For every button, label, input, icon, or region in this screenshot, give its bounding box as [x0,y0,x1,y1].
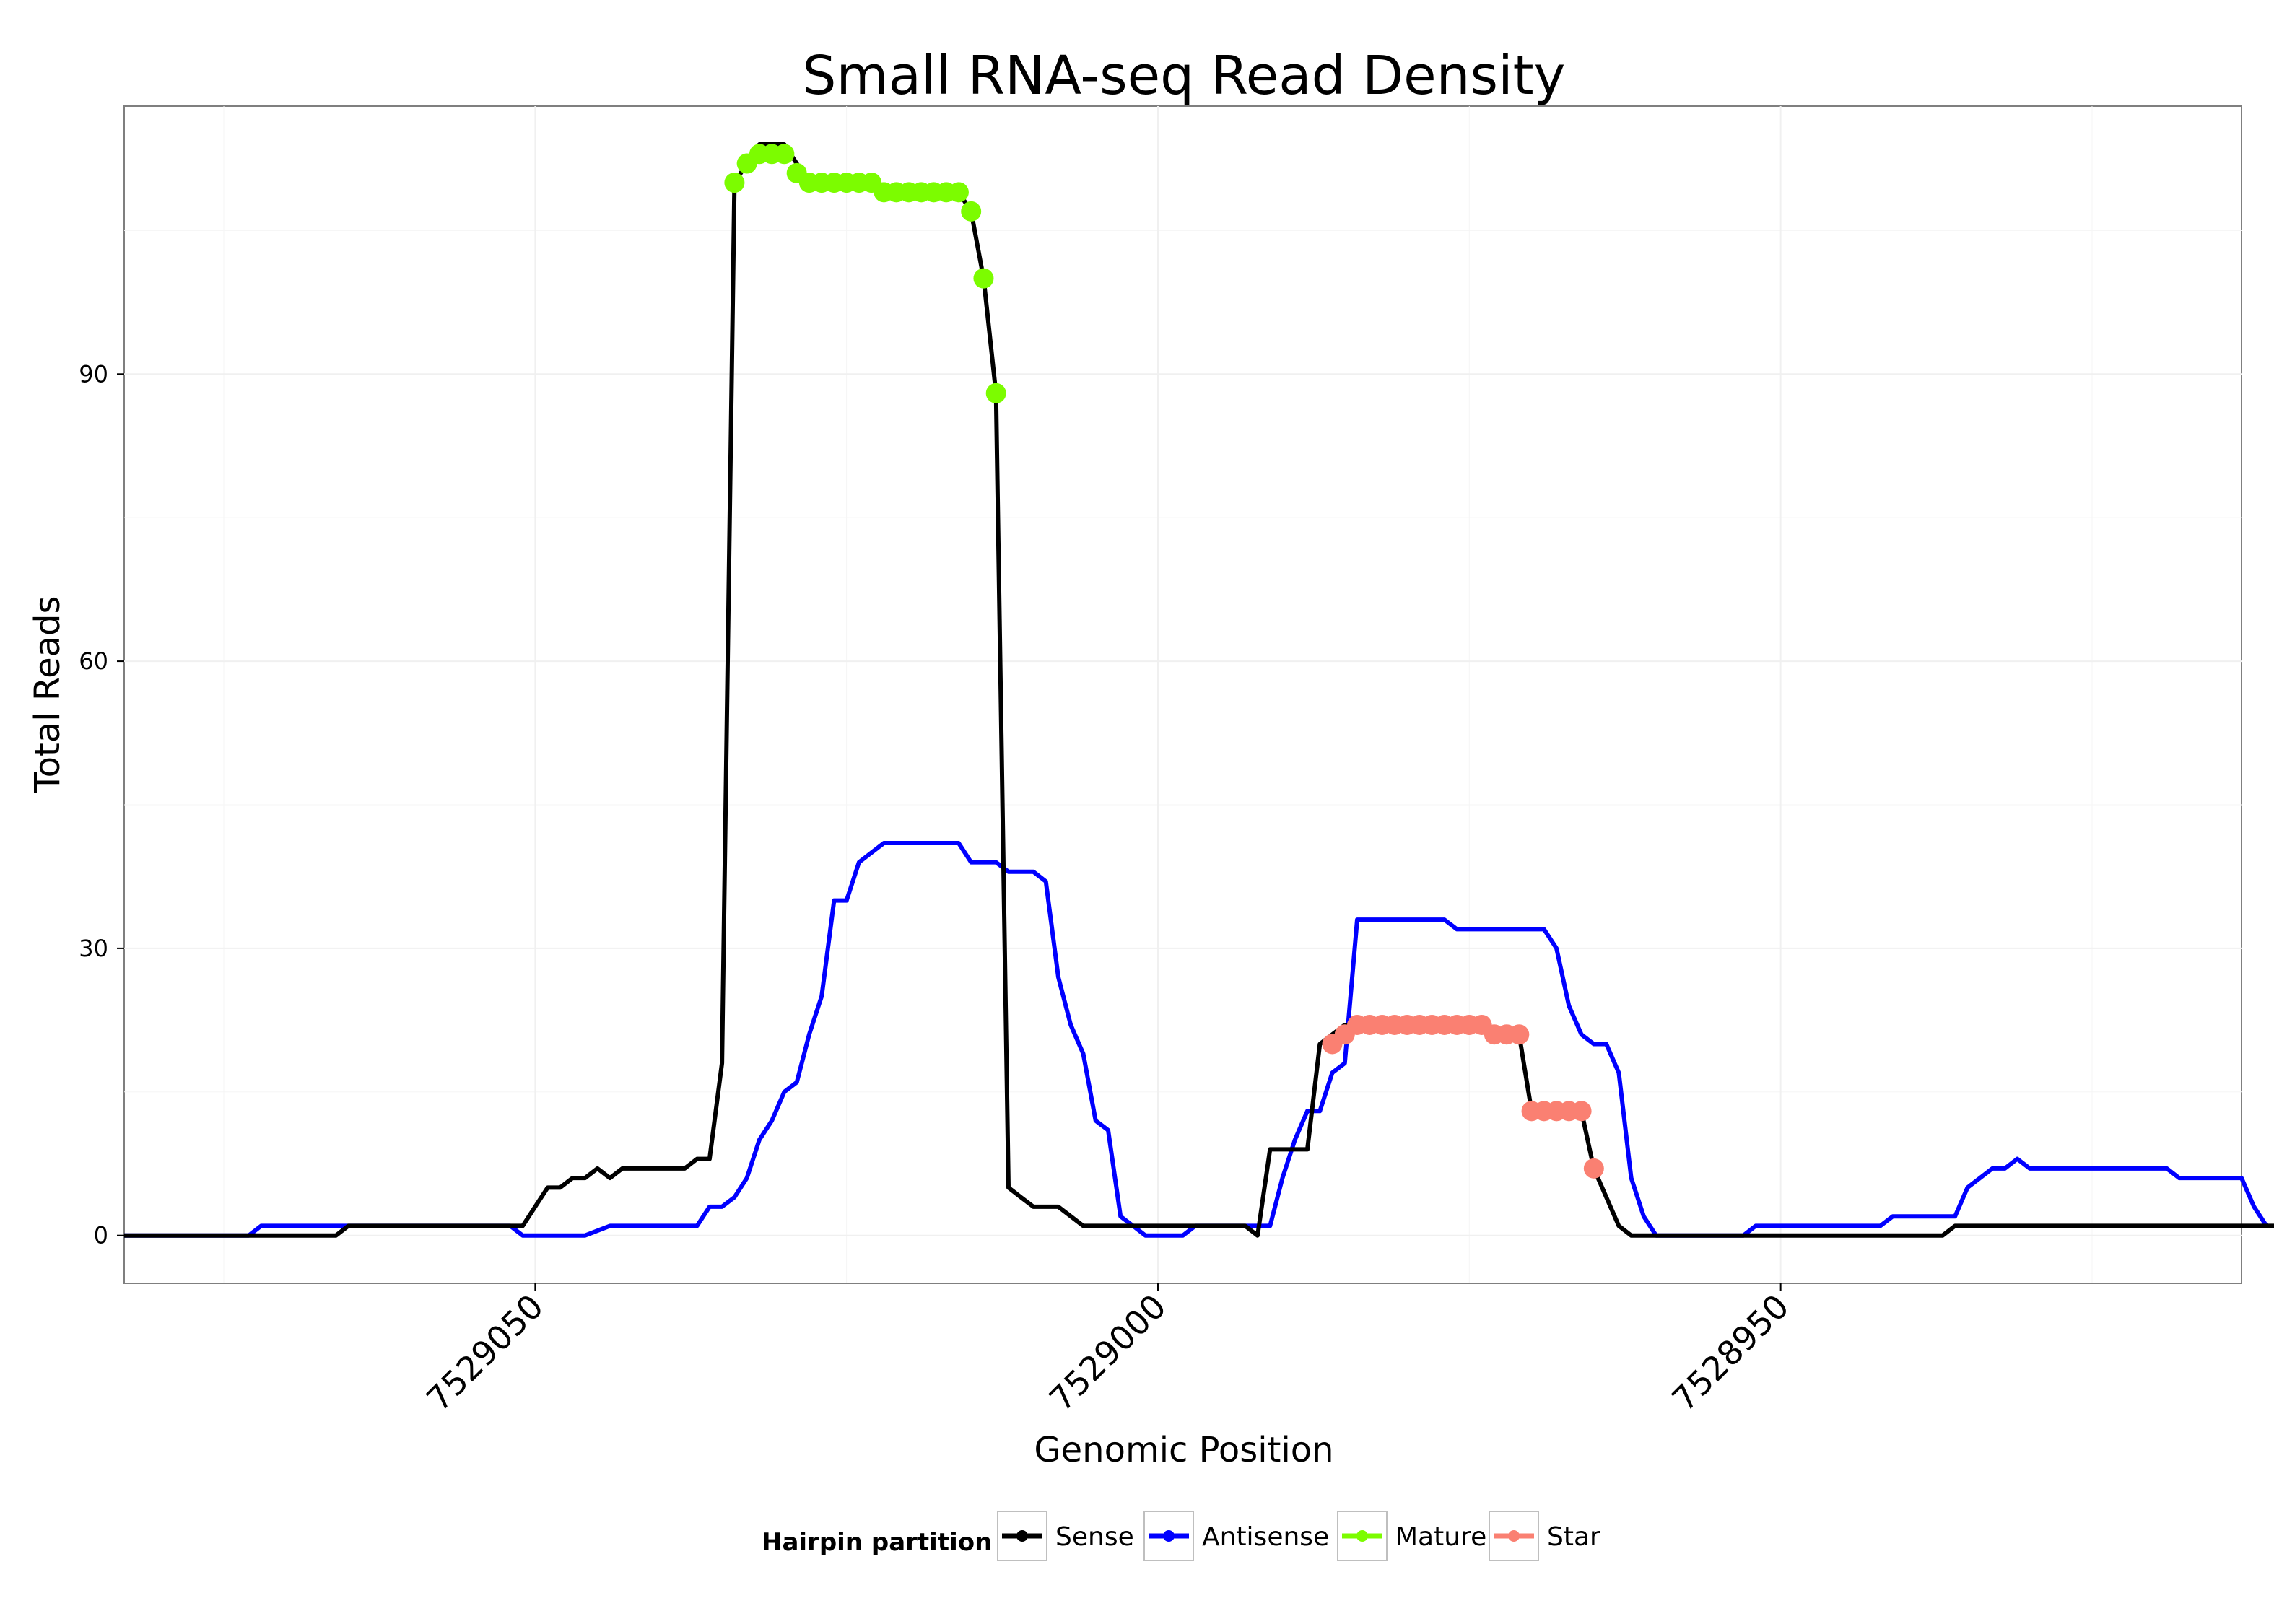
star-point [1509,1024,1530,1045]
y-axis-ticks: 0 30 60 90 [79,360,124,1249]
mature-point [961,201,982,222]
x-tick-label: 7529000 [1042,1287,1174,1419]
y-tick-label: 30 [79,935,108,962]
mature-point [973,268,994,289]
legend-key-antisense [1143,1511,1194,1561]
legend-key-dot [1356,1530,1368,1542]
chart-title: Small RNA-seq Read Density [803,45,1566,107]
y-tick-label: 90 [79,360,108,388]
star-points [1322,1014,1604,1179]
x-tick-label: 7529050 [419,1287,551,1419]
mature-point [948,182,969,203]
antisense-line [124,841,2269,1238]
x-axis-ticks: 7529050 7529000 7528950 [419,1283,1796,1419]
mature-point [985,383,1006,403]
legend-label-star: Star [1547,1522,1600,1552]
legend-key-mature [1337,1511,1388,1561]
y-tick-label: 0 [94,1222,108,1249]
x-axis-label: Genomic Position [1034,1430,1333,1470]
legend-key-dot [1508,1530,1520,1542]
star-point [1571,1101,1592,1122]
legend: Hairpin partition Sense Antisense Mature St… [762,1511,1600,1561]
legend-key-dot [1016,1530,1028,1542]
star-point [1583,1158,1604,1179]
y-axis-label: Total Reads [27,596,68,794]
mature-point [774,144,795,165]
legend-label-sense: Sense [1055,1522,1134,1552]
legend-key-dot [1163,1530,1175,1542]
minor-gridlines [124,106,2242,1283]
legend-label-antisense: Antisense [1202,1522,1329,1552]
legend-label-mature: Mature [1395,1522,1486,1552]
legend-key-star [1489,1511,1539,1561]
plot-panel [123,105,2242,1284]
legend-title: Hairpin partition [762,1528,992,1557]
mature-point [724,173,745,193]
y-tick-label: 60 [79,647,108,675]
legend-key-sense [997,1511,1047,1561]
mature-points [724,144,1006,403]
x-tick-label: 7528950 [1664,1287,1796,1419]
